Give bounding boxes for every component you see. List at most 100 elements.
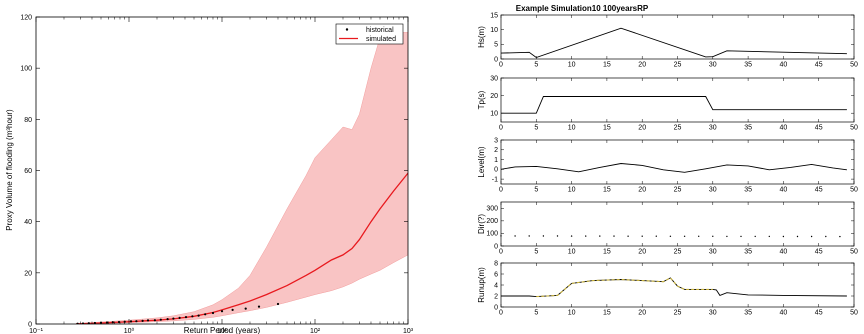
panel-series-line [500,27,847,59]
panel-series-line [500,163,847,173]
left-x-tick-label: 10³ [403,328,414,334]
panel-y-tick-label: 8 [494,260,498,267]
panel-x-tick-label: 50 [850,310,858,317]
direction-point [599,235,601,237]
historical-point [129,320,133,323]
panel-x-tick-label: 0 [499,62,503,69]
historical-point [184,316,188,319]
left-x-tick-label: 10¹ [217,328,228,334]
direction-point [556,235,559,237]
direction-point [655,235,657,237]
direction-point [500,235,502,237]
left-y-tick-label: 100 [20,66,32,73]
legend-historical-label: historical [366,27,394,34]
panel-series-line [501,96,847,114]
panel-x-tick-label: 10 [568,125,576,132]
panel-x-tick-label: 30 [709,187,717,194]
panel-x-tick-label: 25 [674,125,682,132]
panel-x-tick-label: 40 [780,310,788,317]
historical-point [111,321,114,324]
direction-point [740,235,742,238]
panel-frame [500,77,855,123]
historical-point [257,305,261,308]
panel-x-tick-label: 30 [709,62,717,69]
panel-x-tick-label: 10 [568,187,576,194]
panel-x-tick-label: 5 [534,62,538,69]
panel-x-tick-label: 5 [534,249,538,256]
panel-x-tick-label: 0 [499,125,503,132]
left-x-axis-label: Return Period (years) [184,326,261,334]
historical-point [135,320,138,323]
left-y-tick-label: 120 [20,15,32,22]
historical-point [231,308,234,311]
historical-point [141,319,144,322]
panel-x-tick-label: 5 [534,187,538,194]
panel-x-tick-label: 10 [568,310,576,317]
panel-dir: 0 100 200 300 0 5 10 15 20 25 30 35 40 45 50 Dir(?) [477,201,858,256]
panel-x-tick-label: 15 [603,125,611,132]
panel-y-tick-label: 20 [490,93,498,100]
panel-x-tick-label: 0 [499,310,503,317]
panel-x-tick-label: 50 [850,249,858,256]
right-chart-title: Example Simulation10 100yearsRP [516,4,649,13]
panel-x-tick-label: 0 [499,187,503,194]
panel-y-tick-label: 100 [486,231,498,238]
panel-x-tick-label: 15 [603,310,611,317]
panel-y-tick-label: 0 [494,243,498,250]
left-y-tick-label: 0 [28,322,32,329]
panel-y-tick-label: 300 [486,206,498,213]
panel-x-tick-label: 20 [638,249,646,256]
panel-frame [500,14,855,60]
panel-x-tick-label: 25 [674,249,682,256]
direction-point [683,235,686,237]
panel-x-tick-label: 30 [709,125,717,132]
direction-point [542,235,545,237]
historical-point [191,315,194,318]
panel-x-tick-label: 20 [638,62,646,69]
direction-point [613,235,615,237]
direction-point [528,235,530,237]
direction-point [585,235,587,237]
panel-x-tick-label: 45 [815,310,823,317]
panel-x-tick-label: 15 [603,62,611,69]
flooding-return-period-chart: 0 20 40 60 80 100 120 10⁻¹ 10⁰ 10¹ 10² 10³ Proxy Vo… [5,15,414,334]
panel-y-tick-label: 2 [494,293,498,300]
direction-point [570,235,573,237]
panel-y-tick-label: 2 [494,147,498,154]
panel-x-tick-label: 25 [674,62,682,69]
direction-point [627,235,629,237]
direction-point [810,235,813,238]
historical-point [197,314,200,317]
historical-point [117,320,121,324]
historical-point [93,321,96,324]
panel-x-tick-label: 45 [815,62,823,69]
panel-x-tick-label: 25 [674,187,682,194]
panel-x-tick-label: 15 [603,187,611,194]
panel-y-tick-label: 10 [490,27,498,34]
historical-point [87,322,90,324]
direction-point [782,235,785,238]
panel-y-axis-label: Dir(?) [477,214,486,234]
simulated-median-line [76,172,408,324]
simulated-confidence-band [75,32,408,324]
simulation-timeseries-chart: Example Simulation10 100yearsRP 0 5 10 15 0 5… [477,4,858,317]
direction-point [698,235,700,237]
panel-x-tick-label: 0 [499,249,503,256]
direction-point [754,235,756,238]
panel-x-tick-label: 25 [674,310,682,317]
left-x-tick-label: 10⁰ [124,327,135,334]
panel-x-tick-label: 35 [744,62,752,69]
panel-y-tick-label: 5 [494,42,498,49]
left-y-tick-label: 20 [24,270,32,277]
panel-x-tick-label: 35 [744,187,752,194]
panel-x-tick-label: 45 [815,249,823,256]
historical-point [159,318,162,321]
historical-point [172,317,175,320]
left-plot-frame [35,16,409,325]
panel-x-tick-label: 50 [850,187,858,194]
left-y-axis-label: Proxy Volume of flooding (m³hour) [5,109,14,231]
historical-point [166,318,169,321]
historical-point [211,311,215,315]
panel-y-axis-label: Runup(m) [477,267,486,303]
